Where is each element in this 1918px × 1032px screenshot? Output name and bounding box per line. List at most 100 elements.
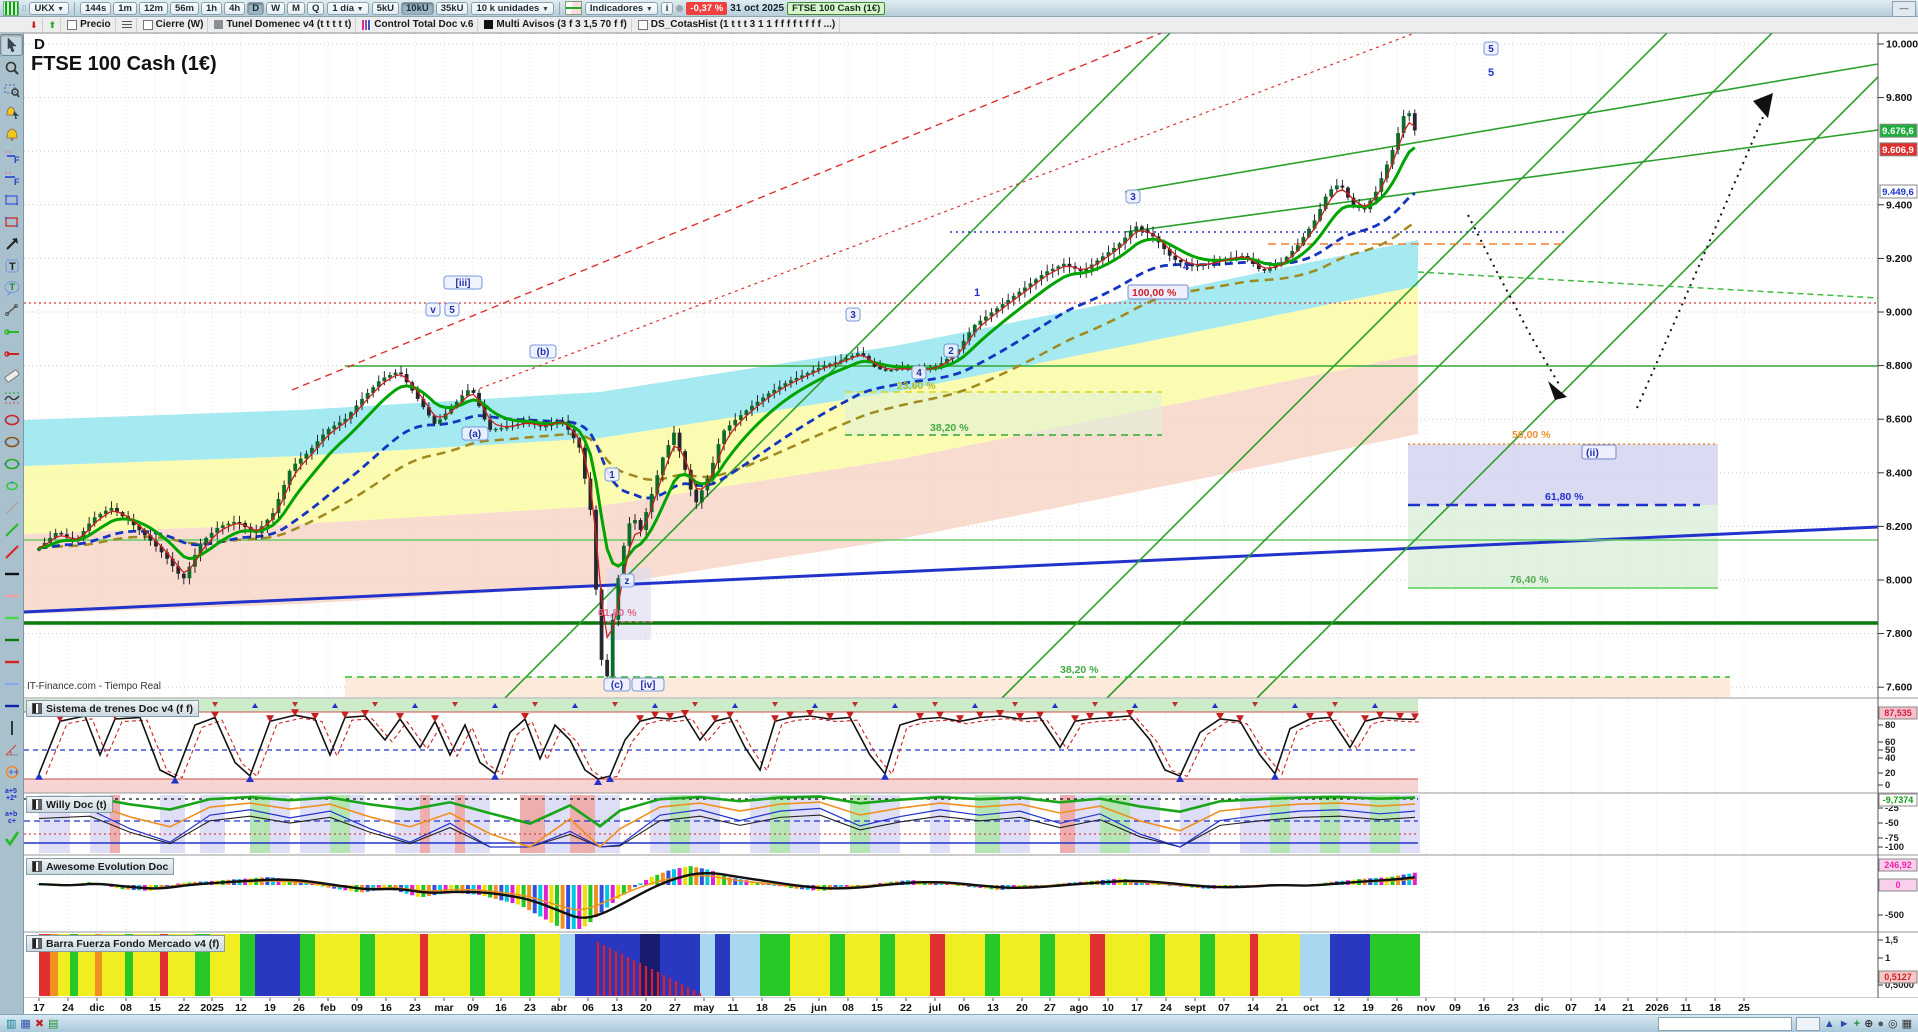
pan-up-icon[interactable]: ▲	[1823, 1017, 1835, 1030]
hline-lightblue-tool[interactable]	[1, 674, 22, 694]
zoom-tool[interactable]	[1, 58, 22, 78]
info-button[interactable]: i	[660, 1, 674, 15]
note-bubble-tool[interactable]: T	[1, 278, 22, 298]
hline-darkblue-tool[interactable]	[1, 696, 22, 716]
indicator-item-7[interactable]: Multi Avisos (3 f 3 1,5 70 f f)	[480, 17, 632, 32]
units-dropdown[interactable]: 10 k unidades ▼	[471, 1, 554, 15]
zoom-area-tool[interactable]	[1, 80, 22, 100]
ellipse-brown-tool[interactable]	[1, 432, 22, 452]
circle-plus-tool[interactable]: ++	[1, 762, 22, 782]
taskbar-input[interactable]	[1657, 1016, 1792, 1031]
forecast-wave-tool[interactable]	[1, 388, 22, 408]
timeframe-button-M[interactable]: M	[287, 1, 305, 15]
hline-black-tool[interactable]	[1, 564, 22, 584]
indicator-item-8[interactable]: DS_CotasHist (1 t t t 3 1 1 f f f f t f …	[634, 17, 841, 32]
svg-text:-100: -100	[1885, 842, 1904, 853]
line-gray-tool[interactable]	[1, 498, 22, 518]
period-dropdown[interactable]: 1 día ▼	[327, 1, 369, 15]
ruler-tool[interactable]	[1, 366, 22, 386]
angle-tool[interactable]	[1, 740, 22, 760]
app-chart-teal-icon[interactable]: ▥	[6, 1017, 17, 1030]
rect-blue-tool[interactable]	[1, 190, 22, 210]
math-ops-tool[interactable]: a+b c+	[1, 806, 22, 826]
symbol-dropdown[interactable]: UKX ▼	[29, 1, 70, 15]
target-projection-tool[interactable]: F	[1, 146, 22, 166]
svg-text:(ii): (ii)	[1586, 447, 1599, 459]
target-icon[interactable]: ◎	[1887, 1017, 1898, 1030]
line-green-tool[interactable]	[1, 520, 22, 540]
target-line-tool[interactable]: F	[1, 168, 22, 188]
timeframe-button-D[interactable]: D	[247, 1, 265, 15]
grid-icon[interactable]: ▦	[1901, 1017, 1912, 1030]
zoom-plus-icon[interactable]: ⊕	[1864, 1017, 1874, 1030]
app-close-red-icon[interactable]: ✖	[34, 1017, 45, 1030]
hline-lightgreen-tool[interactable]	[1, 608, 22, 628]
unit-button-10kU[interactable]: 10kU	[401, 1, 434, 15]
fan-green-3	[1106, 33, 1774, 699]
checkbox-icon[interactable]	[637, 19, 648, 30]
timeframe-button-56m[interactable]: 56m	[169, 1, 199, 15]
unit-button-5kU[interactable]: 5kU	[371, 1, 400, 15]
add-green-icon[interactable]: +	[1853, 1017, 1861, 1030]
panel-header-willy[interactable]: Willy Doc (t)	[26, 796, 113, 813]
panel-header-fuerza[interactable]: Barra Fuerza Fondo Mercado v4 (f)	[26, 935, 226, 952]
timeframe-button-1h[interactable]: 1h	[201, 1, 223, 15]
indicator-item-5[interactable]: Tunel Domenec v4 (t t t t t)	[210, 17, 357, 32]
app-chart-green-icon[interactable]: ▤	[48, 1017, 59, 1030]
timeframe-button-4h[interactable]: 4h	[224, 1, 246, 15]
app-table-blue-icon[interactable]: ▦	[20, 1017, 31, 1030]
alarm-edit-tool[interactable]	[1, 102, 22, 122]
indicator-item-4[interactable]: Cierre (W)	[139, 17, 209, 32]
ellipse-green-tool[interactable]	[1, 454, 22, 474]
unit-button-35kU[interactable]: 35kU	[435, 1, 469, 15]
pan-right-icon[interactable]: ►	[1838, 1017, 1850, 1030]
alarm-tool[interactable]	[1, 124, 22, 144]
arrow-down-icon[interactable]: ⬇	[30, 19, 38, 30]
hline-red-tool[interactable]	[1, 652, 22, 672]
hline-darkgreen-tool[interactable]	[1, 630, 22, 650]
indicator-item-1[interactable]: ⬆	[45, 17, 62, 32]
record-icon[interactable]: ●	[1877, 1017, 1884, 1030]
minimize-button[interactable]: —	[1892, 1, 1916, 17]
indicator-label: DS_CotasHist (1 t t t 3 1 1 f f f f t f …	[650, 19, 836, 30]
line-red-tool[interactable]	[1, 542, 22, 562]
timeframe-button-Q[interactable]: Q	[306, 1, 325, 15]
timeframe-button-12m[interactable]: 12m	[138, 1, 168, 15]
taskbar-mini-box[interactable]	[1795, 1016, 1820, 1031]
svg-text:feb: feb	[320, 1002, 336, 1014]
indicator-item-3[interactable]	[118, 17, 137, 32]
ellipse-red-tool[interactable]	[1, 410, 22, 430]
timeframe-button-144s[interactable]: 144s	[80, 1, 112, 15]
validate-tool[interactable]	[1, 828, 22, 848]
hline-red-marker-tool[interactable]	[1, 344, 22, 364]
arrow-tool[interactable]	[1, 234, 22, 254]
indicator-color-icon	[484, 20, 494, 29]
timeframe-button-1m[interactable]: 1m	[113, 1, 137, 15]
timeframe-button-W[interactable]: W	[266, 1, 286, 15]
segment-tool[interactable]	[1, 300, 22, 320]
indicator-item-0[interactable]: ⬇	[26, 17, 43, 32]
text-tool[interactable]: T	[1, 256, 22, 276]
list-icon[interactable]	[121, 20, 132, 29]
hline-green-marker-tool[interactable]	[1, 322, 22, 342]
checkbox-icon[interactable]	[67, 19, 78, 30]
pointer-tool[interactable]	[0, 34, 23, 56]
price-axis[interactable]: 10.000 9.800 9.400 9.200 9.000 8.800 8.600 8.40…	[1878, 39, 1918, 694]
svg-text:13: 13	[611, 1002, 623, 1014]
panel-header-awesome[interactable]: Awesome Evolution Doc	[26, 858, 175, 875]
indicator-item-6[interactable]: Control Total Doc v.6	[358, 17, 479, 32]
ellipse-small-green-tool[interactable]	[1, 476, 22, 496]
arrow-up-icon[interactable]: ⬆	[48, 19, 57, 30]
checkbox-icon[interactable]	[142, 19, 153, 30]
indicator-item-2[interactable]: Precio	[63, 17, 116, 32]
vline-tool[interactable]	[1, 718, 22, 738]
hline-pink-tool[interactable]	[1, 586, 22, 606]
svg-text:a+b: a+b	[5, 811, 17, 818]
rect-red-tool[interactable]	[1, 212, 22, 232]
svg-text:10.000: 10.000	[1886, 39, 1918, 51]
date-axis[interactable]: 17 24 dic 08 15 22 2025 12 19 26 feb 09 16 23 mar 09 16 2…	[24, 998, 1918, 1014]
math-sum-tool[interactable]: a+5 +2*	[1, 784, 22, 804]
indicators-dropdown[interactable]: Indicadores ▼	[584, 1, 658, 15]
panel-header-trains[interactable]: Sistema de trenes Doc v4 (f f)	[26, 700, 200, 717]
